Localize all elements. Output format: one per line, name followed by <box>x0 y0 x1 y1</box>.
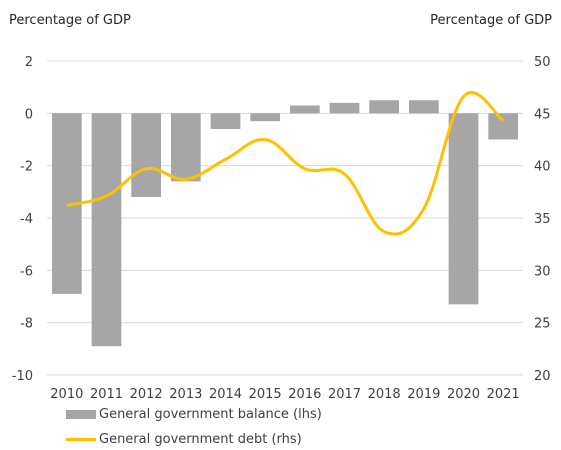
x-tick-label: 2020 <box>447 387 480 402</box>
right-tick-label: 30 <box>534 264 551 279</box>
x-tick-label: 2010 <box>50 387 83 402</box>
right-tick-label: 45 <box>534 107 551 122</box>
x-tick-label: 2019 <box>407 387 440 402</box>
balance-bar <box>131 113 162 198</box>
left-tick-label: -8 <box>20 317 33 332</box>
debt-line <box>66 91 505 236</box>
balance-bar <box>250 113 281 122</box>
left-tick-label: -10 <box>12 369 33 384</box>
balance-bar <box>448 113 479 305</box>
x-tick-label: 2017 <box>328 387 361 402</box>
right-tick-label: 40 <box>534 160 551 175</box>
balance-bar <box>329 102 360 114</box>
legend-swatch-debt <box>66 438 96 441</box>
x-tick-label: 2016 <box>288 387 321 402</box>
x-tick-label: 2011 <box>90 387 123 402</box>
x-tick-label: 2021 <box>487 387 520 402</box>
x-tick-label: 2018 <box>368 387 401 402</box>
left-tick-label: -4 <box>20 212 33 227</box>
x-tick-label: 2012 <box>130 387 163 402</box>
left-tick-label: 2 <box>25 55 33 70</box>
right-tick-label: 35 <box>534 212 551 227</box>
balance-bar <box>289 105 320 114</box>
legend-label-debt: General government debt (rhs) <box>99 432 302 447</box>
legend-swatch-balance <box>66 410 96 419</box>
right-tick-label: 50 <box>534 55 551 70</box>
x-tick-label: 2015 <box>249 387 282 402</box>
legend-item-balance: General government balance (lhs) <box>66 407 322 422</box>
legend-label-balance: General government balance (lhs) <box>99 407 322 422</box>
left-axis-title: Percentage of GDP <box>9 13 131 28</box>
x-tick-label: 2014 <box>209 387 242 402</box>
x-tick-label: 2013 <box>169 387 202 402</box>
right-tick-label: 25 <box>534 317 551 332</box>
balance-bar <box>408 100 439 114</box>
left-tick-label: -2 <box>20 160 33 175</box>
legend-item-debt: General government debt (rhs) <box>66 432 302 447</box>
balance-bar <box>210 113 241 130</box>
right-tick-label: 20 <box>534 369 551 384</box>
balance-bar <box>488 113 519 140</box>
left-tick-label: -6 <box>20 264 33 279</box>
right-axis-title: Percentage of GDP <box>430 13 552 28</box>
left-tick-label: 0 <box>25 107 33 122</box>
balance-bar <box>170 113 201 182</box>
balance-bar <box>91 113 122 347</box>
balance-bar <box>369 100 400 114</box>
